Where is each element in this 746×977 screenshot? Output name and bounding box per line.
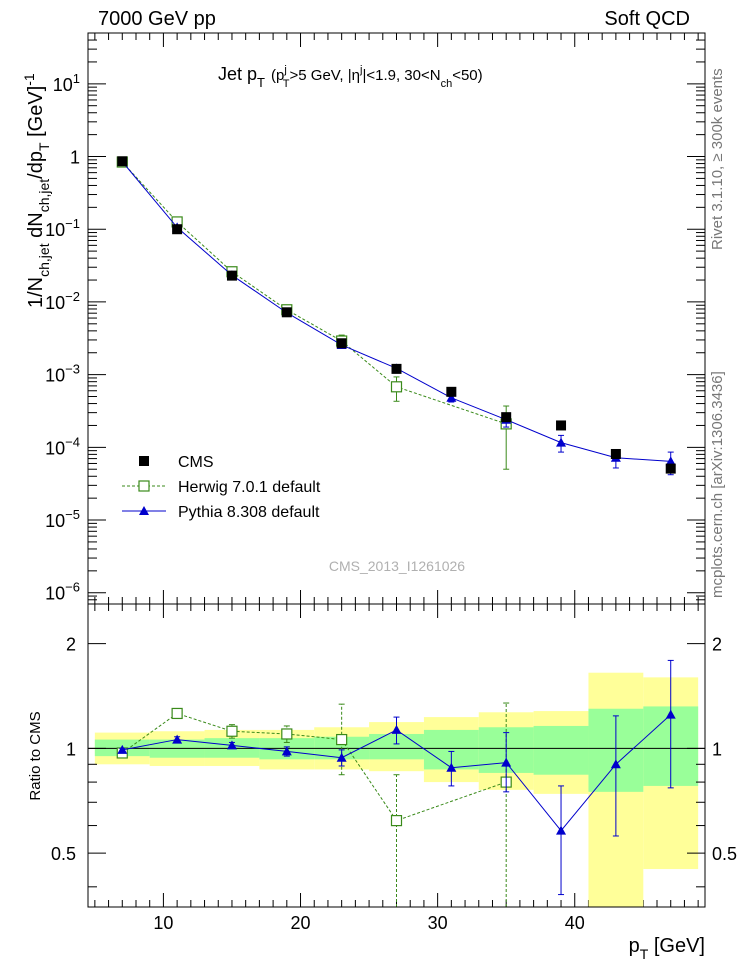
cms-point [281, 307, 292, 318]
legend-item-herwig: Herwig 7.0.1 default [122, 479, 321, 496]
ratio-y-tick-label-right: 1 [712, 739, 722, 759]
cms-point [117, 156, 128, 167]
legend-marker-herwig [138, 480, 150, 492]
cms-point [391, 363, 402, 374]
herwig-ratio-point [171, 707, 183, 720]
legend-item-cms: CMS [139, 454, 214, 471]
side-label-top: Rivet 3.1.10, ≥ 300k events [709, 68, 726, 250]
pythia-ratio-point [446, 762, 457, 772]
x-tick-label: 30 [428, 913, 448, 933]
header-left: 7000 GeV pp [98, 8, 216, 30]
cms-point [446, 386, 457, 397]
ratio-y-tick-label-right: 2 [712, 635, 722, 655]
herwig-point [390, 381, 403, 393]
legend-label-pythia: Pythia 8.308 default [178, 504, 320, 521]
cms-point [665, 463, 676, 474]
ratio-plot-area [88, 604, 705, 907]
herwig-ratio-point [390, 815, 403, 827]
analysis-watermark: CMS_2013_I1261026 [329, 558, 465, 574]
y-tick-label: 10−1 [45, 216, 80, 240]
pythia-ratio-point [281, 746, 292, 756]
ratio-y-tick-label: 0.5 [51, 844, 76, 864]
pythia-point [556, 437, 567, 447]
pythia-ratio-point [172, 734, 183, 744]
herwig-ratio-point [336, 733, 348, 746]
y-tick-label: 10−6 [45, 580, 80, 604]
ratio-y-tick-label: 2 [66, 635, 76, 655]
x-axis-label: pT [GeV] [629, 935, 705, 962]
legend-marker-cms [139, 456, 149, 466]
ratio-y-tick-labels: 2 2 1 1 0.5 0.5 [51, 635, 737, 864]
ratio-panel: 2 2 1 1 0.5 0.5 10 20 30 40 Ratio to CMS pT [GeV… [27, 603, 737, 962]
legend-marker-pythia [139, 506, 149, 515]
cms-point [610, 448, 621, 459]
ratio-y-tick-label-right: 0.5 [712, 844, 737, 864]
header-right: Soft QCD [604, 8, 690, 30]
main-panel: 101 1 10−1 10−2 10−3 10−4 10−5 10−6 Jet pT (pj T>… [21, 32, 706, 605]
ratio-y-tick-label: 1 [66, 739, 76, 759]
pythia-ratio-point [610, 759, 621, 769]
pythia-ratio-point [226, 740, 237, 750]
herwig-ratio-point [226, 725, 238, 737]
y-tick-label: 10−5 [45, 507, 80, 531]
main-title: Jet pT (pj T>5 GeV, |ηj|<1.9, 30<Nch<50) [218, 64, 483, 90]
pythia-ratio-point [501, 757, 512, 767]
pythia-ratio-point [336, 752, 347, 762]
x-tick-label: 10 [153, 913, 173, 933]
y-tick-label: 10−3 [45, 362, 80, 386]
green-uncertainty-band [533, 725, 589, 775]
y-tick-label: 101 [53, 71, 80, 95]
ratio-frame-top [87, 603, 706, 908]
main-plot-area [88, 32, 705, 605]
pythia-ratio-point [665, 709, 676, 719]
side-label-bottom: mcplots.cern.ch [arXiv:1306.3436] [709, 371, 726, 598]
legend-label-cms: CMS [178, 454, 214, 471]
cms-point [501, 412, 512, 423]
cms-point [172, 224, 183, 235]
herwig-ratio-point [281, 728, 293, 740]
y-tick-label: 1 [70, 148, 80, 168]
x-tick-label: 20 [291, 913, 311, 933]
pythia-point [446, 392, 457, 402]
y-tick-label: 10−2 [45, 289, 80, 313]
main-y-axis-label: 1/Nch,jet dNch,jet/dpT [GeV]-1 [21, 73, 52, 308]
x-tick-label: 40 [565, 913, 585, 933]
legend-item-pythia: Pythia 8.308 default [122, 504, 320, 521]
legend-label-herwig: Herwig 7.0.1 default [178, 479, 321, 496]
y-tick-label: 10−4 [45, 434, 80, 458]
pythia-ratio-point [556, 825, 567, 835]
pythia-ratio-point [117, 744, 128, 754]
cms-point [556, 420, 567, 431]
cms-point [336, 338, 347, 349]
ratio-y-axis-label: Ratio to CMS [27, 711, 44, 800]
pythia-ratio-point [391, 724, 402, 734]
pythia-point [665, 456, 676, 466]
legend: CMS Herwig 7.0.1 default Pythia 8.308 de… [122, 454, 321, 521]
ratio-x-tick-labels: 10 20 30 40 [153, 913, 584, 933]
cms-point [226, 270, 237, 281]
main-y-tick-labels: 101 1 10−1 10−2 10−3 10−4 10−5 10−6 [45, 71, 80, 604]
